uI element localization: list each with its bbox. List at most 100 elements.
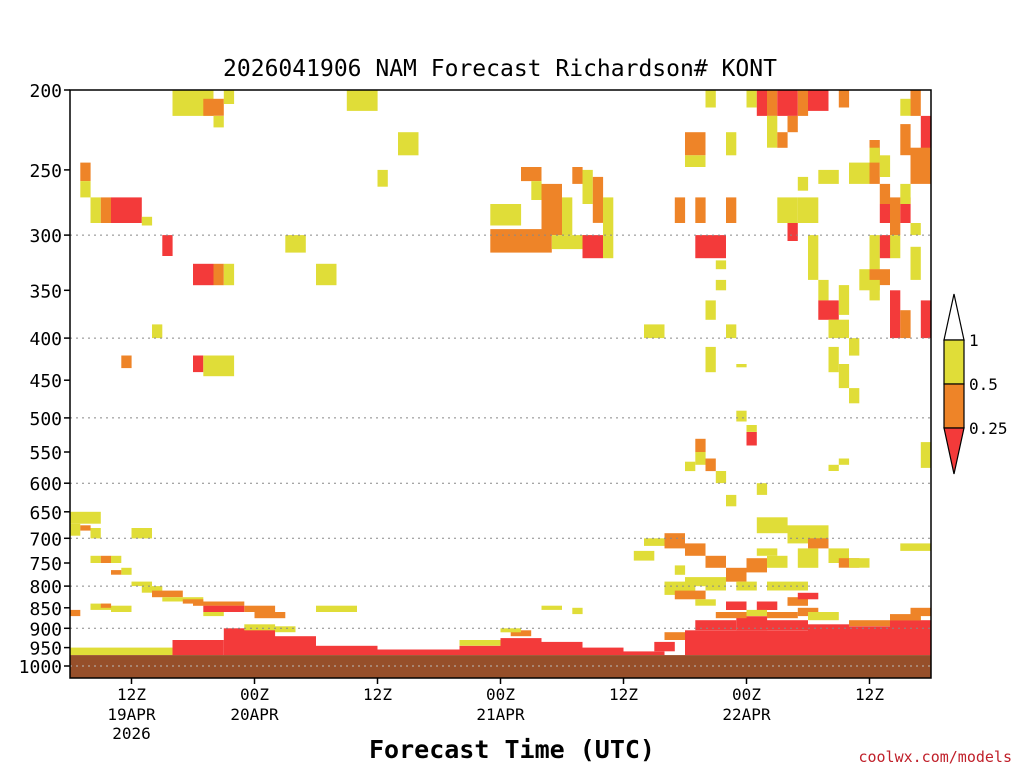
ri-cell [80, 162, 91, 182]
ri-cell [316, 605, 357, 612]
ri-cell [541, 641, 583, 656]
ri-cell [531, 181, 542, 200]
ri-cell [756, 483, 768, 495]
legend-label: 0.5 [969, 375, 998, 394]
ri-cell [879, 183, 891, 204]
y-tick-label: 550 [29, 443, 62, 464]
ri-cell [603, 235, 614, 259]
y-tick-label: 1000 [19, 657, 62, 678]
ri-cell [633, 550, 655, 561]
ri-cell [900, 183, 911, 204]
ri-cell [756, 517, 788, 534]
ri-cell [203, 612, 224, 617]
ri-cell [726, 197, 737, 223]
ri-cell [705, 235, 726, 259]
ri-cell [746, 609, 767, 617]
color-legend: 1 0.5 0.25 [943, 293, 1008, 475]
ri-cell [715, 471, 727, 484]
ri-cell [644, 324, 665, 339]
ri-cell [849, 162, 870, 184]
ri-cell [70, 523, 81, 536]
ri-cell [695, 438, 706, 453]
ri-cell [900, 197, 911, 223]
ri-cell [582, 647, 624, 656]
ri-cell [910, 147, 931, 184]
ri-cell [111, 197, 142, 223]
ri-cell [80, 525, 91, 531]
y-tick-label: 650 [29, 503, 62, 524]
ri-cell [685, 155, 706, 167]
legend-label: 1 [969, 331, 979, 350]
ri-cell [285, 235, 306, 253]
ri-cell [767, 555, 788, 568]
x-tick-label: 12Z [363, 685, 392, 704]
ri-cell [459, 640, 501, 646]
y-tick-label: 400 [29, 329, 62, 350]
ri-cell [674, 197, 686, 223]
ri-cell [808, 624, 849, 633]
ground-layer [70, 655, 931, 678]
ri-cell [398, 132, 419, 156]
ri-cell [213, 115, 224, 128]
ri-cell [521, 167, 542, 182]
ri-cell [818, 279, 829, 301]
y-tick-label: 500 [29, 409, 62, 430]
ri-cell [736, 616, 768, 631]
credit-link[interactable]: coolwx.com/models [858, 748, 1012, 766]
ri-cell [767, 612, 798, 619]
ri-cell [849, 338, 860, 356]
ri-cell [562, 197, 573, 236]
ri-cell [223, 628, 276, 656]
ri-cell [500, 638, 542, 656]
ri-cell [715, 612, 747, 619]
ri-cell [582, 169, 593, 204]
ri-cell [756, 548, 778, 556]
ri-cell [111, 605, 132, 612]
ri-cell [100, 555, 112, 563]
y-tick-label: 350 [29, 281, 62, 302]
ri-cell [203, 98, 224, 116]
ri-cell [890, 197, 901, 236]
ri-cell [490, 204, 522, 226]
ri-cell [90, 603, 111, 610]
ri-cell [736, 581, 757, 591]
ri-cell [746, 558, 767, 573]
ri-cell [828, 346, 839, 373]
ri-cell [664, 533, 685, 549]
data-cells [70, 90, 932, 656]
ri-cell [787, 597, 808, 606]
ri-cell [644, 538, 665, 546]
ri-cell [654, 641, 675, 652]
ri-cell [346, 90, 378, 111]
y-tick-label: 850 [29, 599, 62, 620]
ri-cell [705, 346, 716, 373]
ri-cell [121, 567, 132, 575]
ri-cell [869, 279, 880, 301]
ri-cell [797, 592, 819, 600]
x-year-label: 2026 [112, 724, 151, 743]
ri-cell [203, 355, 235, 377]
ri-cell [316, 263, 337, 286]
ri-cell [838, 364, 850, 389]
legend-label: 0.25 [969, 419, 1008, 438]
ri-cell [869, 147, 880, 163]
x-date-label: 21APR [476, 705, 525, 724]
ri-cell [797, 90, 809, 116]
ri-cell [767, 581, 808, 591]
y-tick-label: 950 [29, 639, 62, 660]
ri-cell [849, 620, 890, 627]
x-axis-label: Forecast Time (UTC) [369, 735, 655, 764]
ri-cell [890, 290, 901, 339]
ri-cell [879, 155, 891, 177]
legend-bin-red [943, 427, 965, 475]
ri-cell [695, 620, 737, 631]
y-tick-label: 900 [29, 619, 62, 640]
ri-cell [767, 115, 778, 148]
ri-cell [849, 388, 860, 404]
ri-cell [910, 223, 921, 236]
ri-cell [900, 98, 911, 116]
ri-cell [316, 645, 378, 656]
ri-cell [777, 132, 788, 148]
